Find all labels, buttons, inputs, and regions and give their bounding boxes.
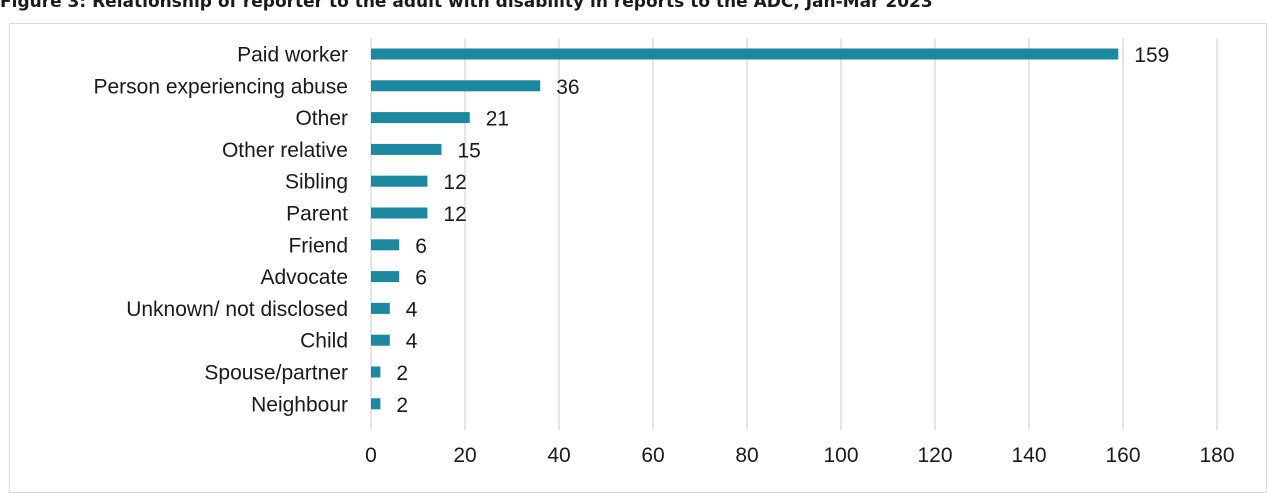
bar-chart: 0 20 40 60 80 100 120 140 160 180 Paid worker 159 Pe… [93, 38, 1235, 467]
data-label: 21 [486, 108, 509, 131]
x-tick-label: 60 [641, 444, 664, 467]
bar [371, 48, 1119, 60]
data-label: 36 [556, 76, 579, 99]
category-label: Neighbour [251, 393, 348, 416]
category-label: Friend [288, 234, 348, 257]
data-label: 4 [406, 298, 418, 321]
category-label: Other [295, 107, 348, 130]
category-label: Advocate [260, 266, 348, 289]
bar [371, 207, 428, 219]
data-label: 2 [396, 362, 408, 385]
bar [371, 302, 390, 314]
category-label: Other relative [222, 139, 348, 162]
bar [371, 239, 400, 251]
data-label: 2 [396, 394, 408, 417]
x-tick-label: 140 [1011, 444, 1046, 467]
data-label: 12 [443, 203, 466, 226]
bar [371, 334, 390, 346]
category-label: Parent [286, 203, 348, 226]
category-label: Spouse/partner [204, 362, 348, 385]
bar [371, 80, 541, 92]
x-tick-label: 0 [365, 444, 377, 467]
category-label: Child [300, 330, 348, 353]
x-tick-label: 120 [917, 444, 952, 467]
data-label: 12 [443, 171, 466, 194]
bar [371, 143, 442, 155]
data-label: 159 [1134, 44, 1169, 67]
bar [371, 366, 381, 378]
bar [371, 398, 381, 410]
data-label: 6 [415, 267, 427, 290]
category-label: Paid worker [237, 44, 348, 67]
x-tick-label: 160 [1105, 444, 1140, 467]
data-label: 4 [406, 330, 418, 353]
chart-title: Figure 3: Relationship of reporter to th… [0, 0, 933, 12]
data-label: 6 [415, 235, 427, 258]
bar [371, 175, 428, 187]
category-label: Unknown/ not disclosed [126, 298, 348, 321]
x-tick-label: 40 [547, 444, 570, 467]
x-tick-label: 80 [735, 444, 758, 467]
bar [371, 112, 470, 124]
x-tick-label: 100 [823, 444, 858, 467]
bar [371, 271, 400, 283]
category-label: Person experiencing abuse [93, 75, 348, 98]
x-tick-label: 180 [1199, 444, 1234, 467]
category-label: Sibling [285, 171, 348, 194]
x-tick-label: 20 [453, 444, 476, 467]
data-label: 15 [458, 139, 481, 162]
